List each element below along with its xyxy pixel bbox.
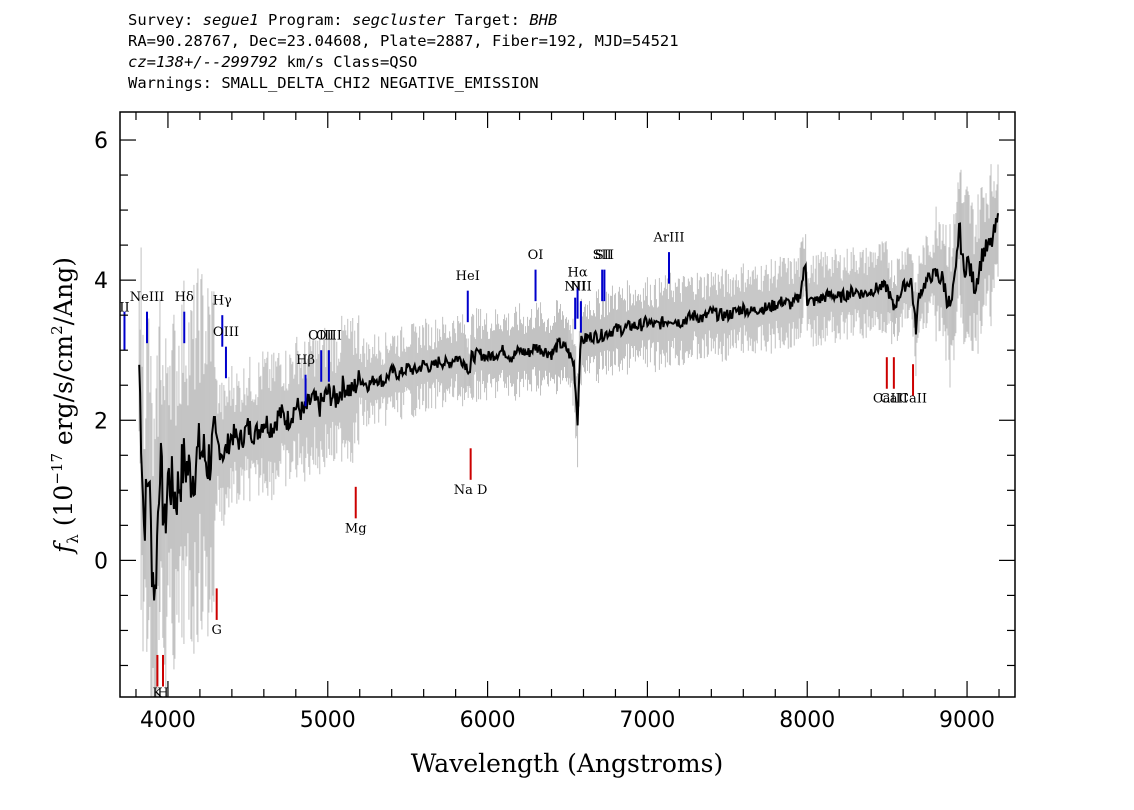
line-marker-label: ArIII: [652, 231, 684, 246]
line-marker-label: NeIII: [130, 290, 164, 305]
axis-ticks: 4000 5000 6000 7000 8000 9000 0 2 4 6: [94, 112, 1015, 733]
line-marker-label: Na D: [454, 483, 488, 498]
line-marker-label: OIII: [316, 329, 342, 344]
plot-frame: [119, 111, 1016, 698]
x-tick-label: 8000: [779, 708, 835, 733]
header-line-survey: Survey: segue1 Program: segcluster Targe…: [128, 10, 679, 31]
line-marker-label: CaII: [873, 392, 901, 407]
flux-series: [138, 213, 999, 601]
x-tick-label: 4000: [140, 708, 196, 733]
program-label: Program:: [258, 11, 352, 29]
header-line-warnings: Warnings: SMALL_DELTA_CHI2 NEGATIVE_EMIS…: [128, 74, 539, 92]
survey-value: segue1: [202, 11, 259, 29]
header-line-coordinates: RA=90.28767, Dec=23.04608, Plate=2887, F…: [128, 32, 679, 50]
line-marker-label: HeI: [456, 269, 480, 284]
line-marker-label: CaII: [880, 392, 908, 407]
x-tick-label: 6000: [460, 708, 516, 733]
line-marker-label: Hβ: [296, 353, 315, 368]
y-tick-label: 2: [94, 409, 108, 434]
line-marker-label: NII: [564, 280, 586, 295]
line-marker-label: SII: [595, 248, 614, 263]
x-tick-label: 7000: [619, 708, 675, 733]
line-marker-label: Hα: [568, 266, 588, 281]
flux-line: [138, 213, 999, 601]
line-marker-label: OI: [528, 248, 544, 263]
error-band: [138, 164, 999, 697]
line-marker-label: OIII: [308, 329, 334, 344]
x-tick-label: 5000: [300, 708, 356, 733]
line-marker-label: G: [211, 623, 221, 638]
line-marker-label: OIII: [213, 325, 239, 340]
line-marker-label: CaII: [899, 392, 927, 407]
y-tick-label: 6: [94, 129, 108, 154]
line-marker-label: H: [157, 686, 168, 701]
x-tick-label: 9000: [939, 708, 995, 733]
program-value: segcluster: [351, 11, 446, 29]
line-marker-label: Mg: [345, 521, 367, 536]
y-axis-title: fλ (10−17 erg/s/cm2/Ang): [48, 257, 82, 555]
y-tick-label: 4: [94, 269, 108, 294]
spectrum-header: Survey: segue1 Program: segcluster Targe…: [128, 10, 679, 94]
redshift-value: cz=138+/--299792: [128, 53, 278, 71]
redshift-class: km/s Class=QSO: [277, 53, 418, 71]
survey-label: Survey:: [128, 11, 203, 29]
line-marker-label: SII: [593, 248, 612, 263]
line-marker-label: K: [153, 686, 163, 701]
target-value: BHB: [529, 11, 558, 29]
line-marker-label: Hδ: [175, 290, 194, 305]
y-tick-label: 0: [94, 549, 108, 574]
x-axis-title: Wavelength (Angstroms): [411, 749, 723, 778]
target-label: Target:: [445, 11, 530, 29]
header-line-redshift: cz=138+/--299792 km/s Class=QSO: [128, 52, 679, 73]
line-marker-label: II: [119, 301, 129, 316]
line-marker-label: NII: [570, 280, 592, 295]
line-marker-label: Hγ: [213, 294, 232, 309]
